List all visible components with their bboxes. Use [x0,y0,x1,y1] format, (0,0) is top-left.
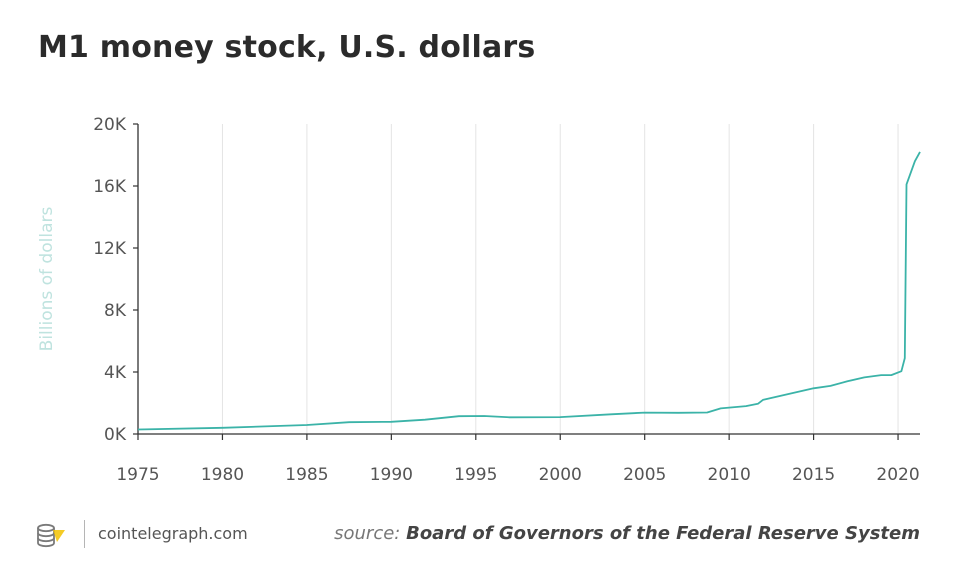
cointelegraph-logo-icon [36,520,68,550]
x-tick-label-2010: 2010 [708,465,751,485]
x-tick-label-2000: 2000 [539,465,582,485]
chart-title: M1 money stock, U.S. dollars [38,30,536,65]
y-tick-label-8000: 8K [104,301,127,321]
x-tick-label-2015: 2015 [792,465,835,485]
x-tick-label-1975: 1975 [116,465,159,485]
y-axis-label: Billions of dollars [37,207,57,352]
footer-source: source: Board of Governors of the Federa… [334,523,920,544]
x-tick-label-1985: 1985 [285,465,328,485]
x-tick-label-1980: 1980 [201,465,244,485]
x-tick-label-1990: 1990 [370,465,413,485]
footer-site-link[interactable]: cointelegraph.com [98,524,248,543]
footer-divider [84,520,85,548]
y-tick-label-4000: 4K [104,363,127,383]
y-tick-label-20000: 20K [93,115,127,135]
source-name: Board of Governors of the Federal Reserv… [406,523,920,544]
x-tick-label-2005: 2005 [623,465,666,485]
y-tick-label-16000: 16K [93,177,127,197]
x-tick-label-2020: 2020 [876,465,919,485]
source-label: source: [334,523,401,544]
series-layer [137,151,921,431]
axes: 0K 4K 8K 12K 16K 20K 1975 1980 1985 1990 1995 2000 2… [93,115,920,485]
grid-lines [221,124,899,434]
x-tick-label-1995: 1995 [454,465,497,485]
m1-chart: 0K 4K 8K 12K 16K 20K 1975 1980 1985 1990 1995 2000 2… [37,115,921,485]
y-tick-label-12000: 12K [93,239,127,259]
series-line-m1 [137,151,921,431]
y-tick-label-0: 0K [104,425,127,445]
